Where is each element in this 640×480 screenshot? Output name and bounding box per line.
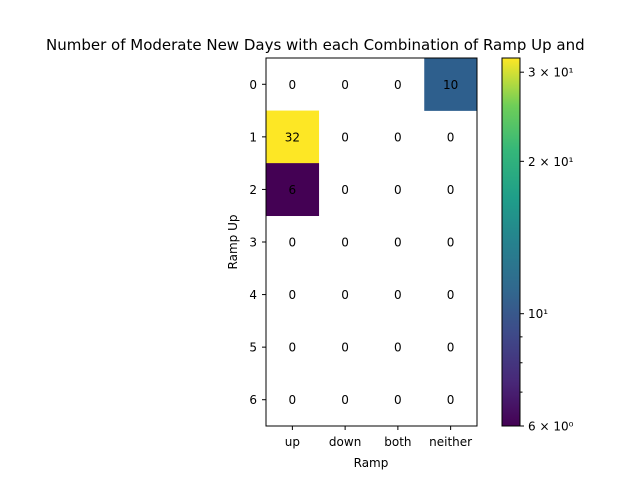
cell-value-label: 0 bbox=[447, 236, 455, 250]
cell-value-label: 0 bbox=[394, 183, 402, 197]
cell-value-label: 0 bbox=[447, 183, 455, 197]
colorbar-tick-label: 10¹ bbox=[528, 307, 548, 321]
y-tick-label: 1 bbox=[249, 130, 257, 144]
cell-value-label: 0 bbox=[447, 341, 455, 355]
cell-value-label: 0 bbox=[447, 130, 455, 144]
cell-value-label: 0 bbox=[394, 130, 402, 144]
cell-value-label: 0 bbox=[394, 78, 402, 92]
cell-value-label: 0 bbox=[289, 288, 297, 302]
y-axis-label: Ramp Up bbox=[226, 215, 240, 270]
x-axis-label: Ramp bbox=[354, 456, 389, 470]
cell-value-label: 0 bbox=[394, 341, 402, 355]
y-tick-label: 2 bbox=[249, 183, 257, 197]
colorbar-ticks: 3 × 10¹ 2 × 10¹ 10¹ 6 × 10⁰ bbox=[520, 66, 574, 434]
cell-value-label: 0 bbox=[394, 236, 402, 250]
cell-value-label: 32 bbox=[285, 130, 300, 144]
y-tick-label: 6 bbox=[249, 393, 257, 407]
heatmap-cell bbox=[424, 58, 478, 111]
cell-value-label: 0 bbox=[289, 236, 297, 250]
cell-value-label: 0 bbox=[447, 393, 455, 407]
y-tick-label: 0 bbox=[249, 78, 257, 92]
cell-value-label: 0 bbox=[341, 288, 349, 302]
y-tick-label: 5 bbox=[249, 341, 257, 355]
x-axis-ticks: up down both neither bbox=[285, 426, 472, 449]
cell-value-label: 0 bbox=[394, 288, 402, 302]
y-axis-ticks: 0 1 2 3 4 5 6 bbox=[249, 78, 266, 407]
colorbar bbox=[501, 57, 521, 427]
cell-value-label: 0 bbox=[341, 393, 349, 407]
cell-value-label: 0 bbox=[289, 341, 297, 355]
cell-value-label: 10 bbox=[443, 78, 458, 92]
cell-value-label: 6 bbox=[289, 183, 297, 197]
heatmap-cells bbox=[266, 58, 478, 217]
cell-value-label: 0 bbox=[341, 130, 349, 144]
chart-title: Number of Moderate New Days with each Co… bbox=[46, 36, 585, 54]
cell-value-label: 0 bbox=[447, 288, 455, 302]
cell-value-label: 0 bbox=[341, 78, 349, 92]
colorbar-tick-label: 6 × 10⁰ bbox=[528, 420, 574, 434]
x-tick-label: neither bbox=[429, 435, 472, 449]
heatmap-cell bbox=[266, 163, 320, 217]
cell-value-label: 0 bbox=[341, 236, 349, 250]
x-tick-label: down bbox=[329, 435, 361, 449]
cell-value-label: 0 bbox=[289, 78, 297, 92]
colorbar-tick-label: 3 × 10¹ bbox=[528, 66, 574, 80]
colorbar-tick-label: 2 × 10¹ bbox=[528, 155, 574, 169]
heatmap-cell bbox=[266, 110, 320, 164]
cell-labels: 0 0 0 10 32 0 0 0 6 0 0 0 0 0 0 0 0 0 0 0 0 0 0 0 0 0 0 0 bbox=[285, 78, 459, 407]
cell-value-label: 0 bbox=[289, 393, 297, 407]
y-tick-label: 3 bbox=[249, 236, 257, 250]
y-tick-label: 4 bbox=[249, 288, 257, 302]
cell-value-label: 0 bbox=[341, 341, 349, 355]
x-tick-label: both bbox=[384, 435, 411, 449]
cell-value-label: 0 bbox=[341, 183, 349, 197]
cell-value-label: 0 bbox=[394, 393, 402, 407]
x-tick-label: up bbox=[285, 435, 300, 449]
